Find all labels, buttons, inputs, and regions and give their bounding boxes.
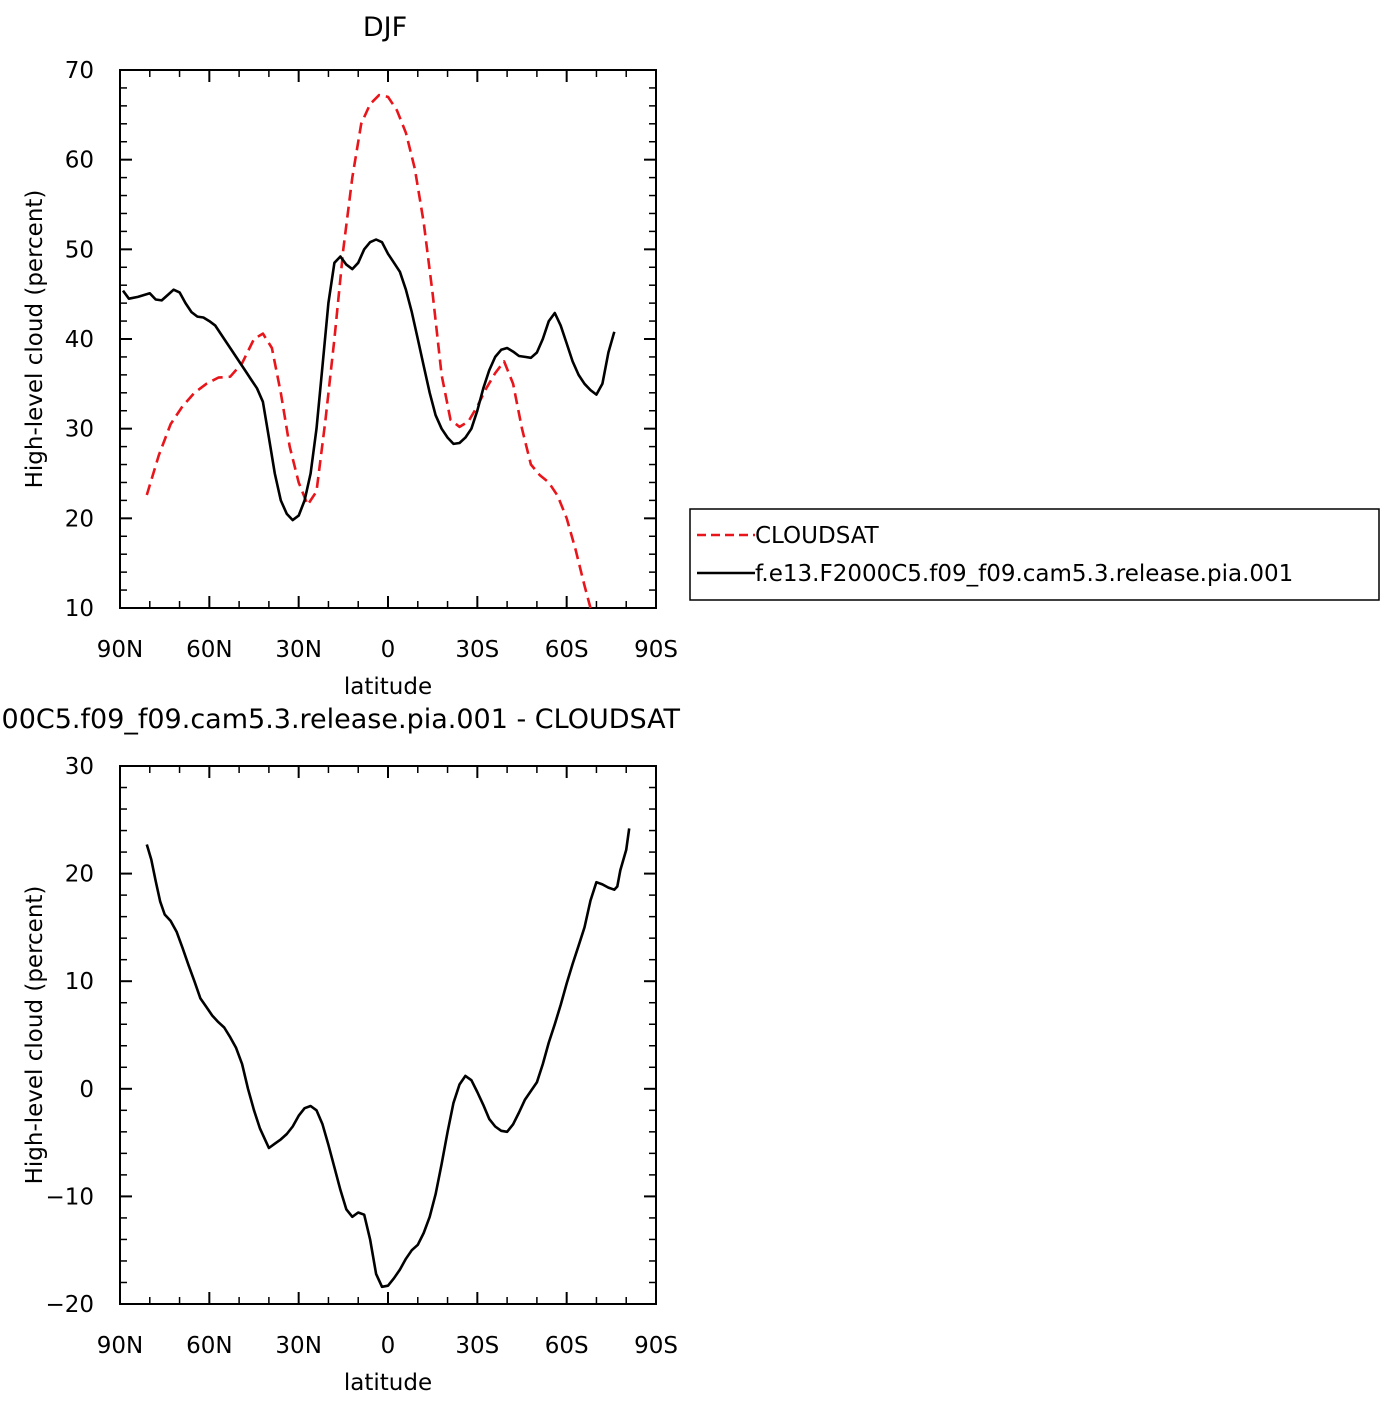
y-tick-label: 30 — [65, 417, 94, 443]
series-line-0 — [145, 828, 631, 1289]
y-tick-label: 10 — [65, 596, 94, 622]
y-tick-label: −20 — [45, 1292, 94, 1318]
y-tick-label: 20 — [65, 506, 94, 532]
bottom-chart-title: f.e13.F2000C5.f09_f09.cam5.3.release.pia… — [0, 704, 681, 735]
y-tick-label: −10 — [45, 1184, 94, 1210]
y-tick-label: 60 — [65, 148, 94, 174]
top-chart-y-axis-label: High-level cloud (percent) — [22, 190, 48, 489]
y-tick-label: 30 — [65, 754, 94, 780]
top-chart-x-axis-label: latitude — [344, 674, 432, 700]
legend-label-cloudsat: CLOUDSAT — [755, 523, 880, 549]
legend-label-model: f.e13.F2000C5.f09_f09.cam5.3.release.pia… — [755, 561, 1293, 587]
x-tick-label: 60N — [186, 637, 232, 663]
x-tick-label: 0 — [381, 637, 396, 663]
x-tick-label: 60S — [545, 637, 589, 663]
x-tick-label: 30N — [275, 1333, 321, 1359]
y-tick-label: 0 — [79, 1077, 94, 1103]
x-tick-label: 90N — [97, 637, 143, 663]
y-tick-label: 50 — [65, 237, 94, 263]
bottom-chart-frame — [119, 765, 657, 1305]
x-tick-label: 0 — [381, 1333, 396, 1359]
x-tick-label: 90S — [634, 1333, 678, 1359]
top-chart-series — [121, 93, 616, 609]
x-tick-label: 30S — [455, 1333, 499, 1359]
legend-box — [689, 508, 1380, 601]
bottom-chart-x-axis-label: latitude — [344, 1370, 432, 1396]
series-line-1 — [121, 238, 616, 522]
series-line-0 — [145, 93, 592, 609]
y-tick-label: 20 — [65, 862, 94, 888]
legend: CLOUDSAT f.e13.F2000C5.f09_f09.cam5.3.re… — [689, 508, 1380, 601]
top-chart-panel: DJF 10 20 30 40 50 60 70 90N 60N 30N 0 30S 60S 90S la… — [22, 12, 678, 700]
x-tick-label: 60S — [545, 1333, 589, 1359]
bottom-chart-series — [145, 828, 631, 1289]
y-tick-label: 10 — [65, 969, 94, 995]
x-tick-label: 90N — [97, 1333, 143, 1359]
x-tick-label: 60N — [186, 1333, 232, 1359]
bottom-chart-y-axis-label: High-level cloud (percent) — [22, 886, 48, 1185]
x-tick-label: 30S — [455, 637, 499, 663]
y-tick-label: 70 — [65, 58, 94, 84]
y-tick-label: 40 — [65, 327, 94, 353]
bottom-chart-panel: f.e13.F2000C5.f09_f09.cam5.3.release.pia… — [0, 704, 681, 1396]
top-chart-frame — [119, 69, 657, 609]
x-tick-label: 90S — [634, 637, 678, 663]
top-chart-title: DJF — [363, 12, 407, 43]
bottom-chart-ticks: −20 −10 0 10 20 30 90N 60N 30N 0 30S 60S 90S — [45, 754, 677, 1359]
top-chart-ticks: 10 20 30 40 50 60 70 90N 60N 30N 0 30S 60S 90S — [65, 58, 678, 663]
x-tick-label: 30N — [275, 637, 321, 663]
